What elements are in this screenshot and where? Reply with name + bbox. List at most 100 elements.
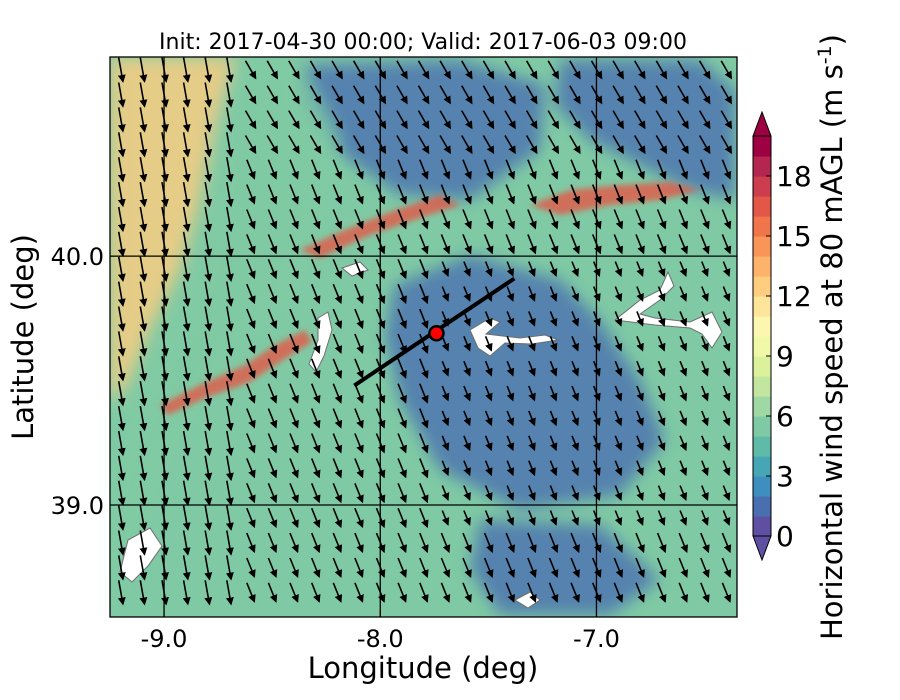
wind-vector bbox=[117, 107, 126, 133]
wind-vector bbox=[636, 410, 644, 427]
wind-vector bbox=[310, 234, 321, 255]
wind-vector bbox=[397, 507, 407, 529]
wind-vector bbox=[331, 85, 343, 105]
wind-vector bbox=[657, 261, 666, 277]
wind-vector bbox=[266, 60, 279, 80]
wind-vector bbox=[161, 57, 169, 83]
wind-vector bbox=[397, 184, 407, 205]
wind-vector bbox=[161, 405, 169, 432]
wind-vector bbox=[375, 184, 386, 205]
wind-vector bbox=[528, 311, 536, 327]
wind-vector bbox=[701, 460, 709, 477]
wind-vector bbox=[117, 181, 126, 208]
wind-vector bbox=[204, 157, 213, 183]
chart-title: Init: 2017-04-30 00:00; Valid: 2017-06-0… bbox=[159, 30, 687, 55]
wind-vector bbox=[440, 184, 451, 205]
wind-vector bbox=[375, 234, 386, 255]
wind-vector bbox=[679, 286, 688, 302]
wind-vector bbox=[267, 184, 278, 205]
wind-vector bbox=[655, 85, 668, 105]
wind-vector bbox=[204, 455, 213, 482]
wind-vector bbox=[527, 532, 537, 554]
wind-vector bbox=[419, 333, 429, 354]
wind-vector bbox=[332, 358, 343, 379]
colorbar-extend-max bbox=[752, 110, 772, 137]
wind-vector bbox=[461, 60, 473, 80]
wind-vector bbox=[266, 85, 279, 105]
wind-vector bbox=[397, 308, 407, 330]
colorbar-segment bbox=[753, 176, 771, 197]
wind-vector bbox=[354, 482, 364, 504]
wind-vector bbox=[117, 555, 126, 581]
wind-vector bbox=[613, 209, 624, 230]
wind-vector bbox=[182, 555, 191, 581]
wind-vector bbox=[267, 383, 278, 404]
wind-vector bbox=[267, 333, 278, 354]
wind-vector bbox=[419, 259, 429, 280]
wind-vector bbox=[288, 135, 300, 155]
wind-vector bbox=[679, 460, 688, 477]
colorbar-segment bbox=[753, 416, 771, 437]
wind-vector bbox=[441, 410, 450, 427]
wind-vector bbox=[612, 60, 624, 80]
wind-vector bbox=[549, 286, 558, 302]
wind-vector bbox=[225, 455, 234, 482]
wind-vector bbox=[225, 181, 234, 208]
wind-vector bbox=[182, 430, 191, 457]
field-region-basin-south bbox=[470, 520, 660, 615]
wind-vector bbox=[310, 184, 321, 205]
wind-vector bbox=[139, 505, 148, 531]
wind-vector bbox=[225, 356, 234, 382]
wind-vector bbox=[482, 60, 495, 80]
wind-vector bbox=[139, 231, 148, 258]
wind-vector bbox=[636, 435, 644, 452]
wind-vector bbox=[505, 557, 516, 578]
wind-vector bbox=[204, 505, 213, 531]
wind-vector bbox=[419, 308, 429, 330]
wind-vector bbox=[267, 159, 278, 180]
reservoir-patch-east bbox=[613, 270, 723, 349]
wind-vector bbox=[571, 360, 579, 377]
wind-vector bbox=[548, 209, 559, 230]
wind-vector bbox=[331, 60, 343, 80]
wind-vector bbox=[613, 582, 624, 603]
wind-vector bbox=[484, 336, 493, 352]
wind-vector bbox=[547, 110, 560, 130]
wind-vector bbox=[204, 107, 213, 133]
wind-vector bbox=[722, 460, 731, 477]
wind-vector bbox=[161, 181, 169, 208]
wind-vector bbox=[549, 385, 558, 402]
wind-vector bbox=[375, 582, 386, 603]
wind-vector bbox=[701, 385, 709, 402]
wind-vector bbox=[527, 159, 537, 180]
wind-vector bbox=[139, 206, 148, 233]
wind-vector bbox=[310, 507, 321, 529]
wind-vector bbox=[528, 510, 536, 526]
wind-vector bbox=[139, 306, 148, 332]
wind-vector bbox=[117, 306, 126, 332]
colorbar-tick-label: 15 bbox=[776, 220, 812, 253]
wind-vector bbox=[548, 557, 559, 578]
wind-vector bbox=[483, 532, 494, 554]
wind-vector bbox=[463, 410, 471, 427]
wind-vector bbox=[397, 258, 407, 280]
wind-vector bbox=[440, 532, 451, 554]
wind-vector bbox=[656, 184, 667, 205]
colorbar-segment bbox=[753, 316, 771, 337]
wind-vector bbox=[570, 532, 580, 554]
wind-vector bbox=[182, 107, 191, 133]
wind-vector bbox=[182, 530, 191, 556]
wind-vector bbox=[375, 458, 386, 479]
wind-vector bbox=[204, 231, 213, 258]
wind-vector bbox=[722, 336, 731, 352]
wind-vector bbox=[722, 485, 731, 501]
colorbar-segment bbox=[753, 396, 771, 417]
wind-vector bbox=[720, 60, 733, 80]
wind-vector bbox=[591, 184, 602, 205]
wind-vector bbox=[332, 557, 343, 578]
wind-vector bbox=[139, 580, 148, 606]
wind-vector bbox=[161, 306, 169, 332]
wind-vector bbox=[267, 582, 278, 603]
wind-vector bbox=[677, 60, 689, 80]
wind-vector bbox=[612, 110, 624, 130]
